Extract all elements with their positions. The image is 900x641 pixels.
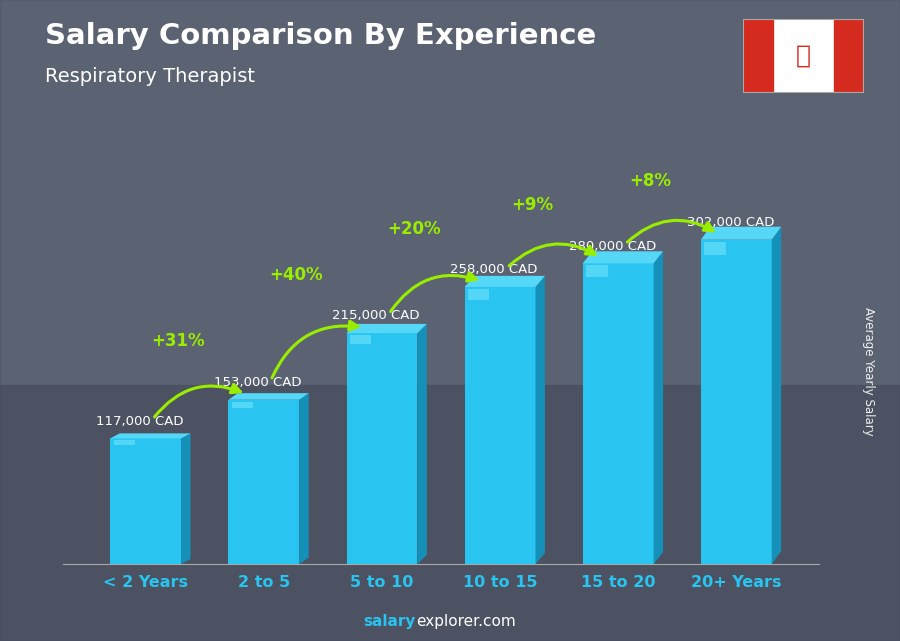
Text: +20%: +20% <box>388 220 441 238</box>
Bar <box>0 0 900 385</box>
Polygon shape <box>110 433 191 438</box>
Text: 🍁: 🍁 <box>796 44 811 68</box>
Text: 258,000 CAD: 258,000 CAD <box>450 263 538 276</box>
Bar <box>705 242 725 254</box>
Polygon shape <box>653 251 663 564</box>
Polygon shape <box>181 433 191 564</box>
Bar <box>232 402 253 408</box>
Polygon shape <box>464 276 545 287</box>
Bar <box>701 240 772 564</box>
Text: explorer.com: explorer.com <box>416 615 516 629</box>
Bar <box>110 438 181 564</box>
Text: 153,000 CAD: 153,000 CAD <box>214 376 302 389</box>
Text: 280,000 CAD: 280,000 CAD <box>569 240 656 253</box>
Bar <box>586 265 608 278</box>
Polygon shape <box>418 324 427 564</box>
Polygon shape <box>299 393 309 564</box>
Text: +8%: +8% <box>630 172 671 190</box>
FancyArrowPatch shape <box>509 244 595 266</box>
Text: +40%: +40% <box>269 266 323 284</box>
Bar <box>113 440 135 445</box>
Text: Salary Comparison By Experience: Salary Comparison By Experience <box>45 22 596 51</box>
Polygon shape <box>771 227 781 564</box>
Bar <box>464 287 536 564</box>
Polygon shape <box>346 324 427 333</box>
Text: Respiratory Therapist: Respiratory Therapist <box>45 67 255 87</box>
Polygon shape <box>229 393 309 400</box>
Polygon shape <box>536 276 545 564</box>
FancyArrowPatch shape <box>627 221 713 242</box>
Text: 302,000 CAD: 302,000 CAD <box>687 216 774 229</box>
Polygon shape <box>583 251 663 263</box>
Bar <box>0 385 900 641</box>
Text: 215,000 CAD: 215,000 CAD <box>332 310 419 322</box>
Bar <box>229 400 299 564</box>
FancyArrowPatch shape <box>272 321 358 378</box>
Bar <box>346 333 418 564</box>
Text: +9%: +9% <box>511 196 554 214</box>
Bar <box>350 335 372 344</box>
Text: 117,000 CAD: 117,000 CAD <box>96 415 184 428</box>
Bar <box>833 19 864 93</box>
Text: +31%: +31% <box>151 332 205 351</box>
Text: salary: salary <box>364 615 416 629</box>
FancyArrowPatch shape <box>391 272 476 312</box>
Bar <box>583 263 653 564</box>
Bar <box>742 19 773 93</box>
Text: Average Yearly Salary: Average Yearly Salary <box>862 308 875 436</box>
Bar <box>468 289 490 300</box>
Polygon shape <box>701 227 781 240</box>
FancyArrowPatch shape <box>155 385 240 417</box>
